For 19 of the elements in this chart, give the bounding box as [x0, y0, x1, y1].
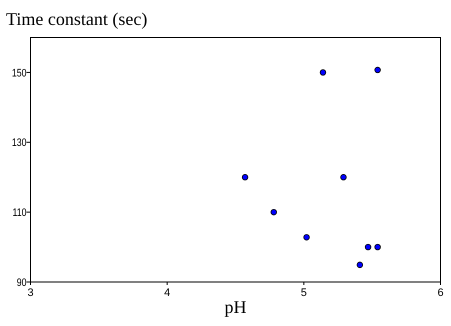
point: [340, 174, 347, 180]
point: [303, 234, 310, 240]
y-tick-label: 90: [16, 277, 27, 290]
x-tick-label: 6: [437, 287, 444, 299]
point: [364, 244, 372, 250]
point: [374, 244, 381, 250]
x-tick-label: 5: [300, 287, 307, 299]
y-axis-title: Time constant (sec): [6, 9, 148, 29]
y-tick-label: 150: [12, 67, 27, 80]
x-tick-label: 4: [164, 287, 170, 299]
x-tick-label: 3: [27, 287, 34, 299]
point: [374, 66, 381, 74]
y-tick-label: 110: [12, 207, 27, 220]
x-axis-title: pH: [224, 297, 246, 317]
point: [356, 262, 364, 268]
point: [270, 208, 277, 216]
point: [320, 69, 326, 76]
point: [242, 174, 248, 180]
y-tick-label: 130: [12, 137, 27, 150]
